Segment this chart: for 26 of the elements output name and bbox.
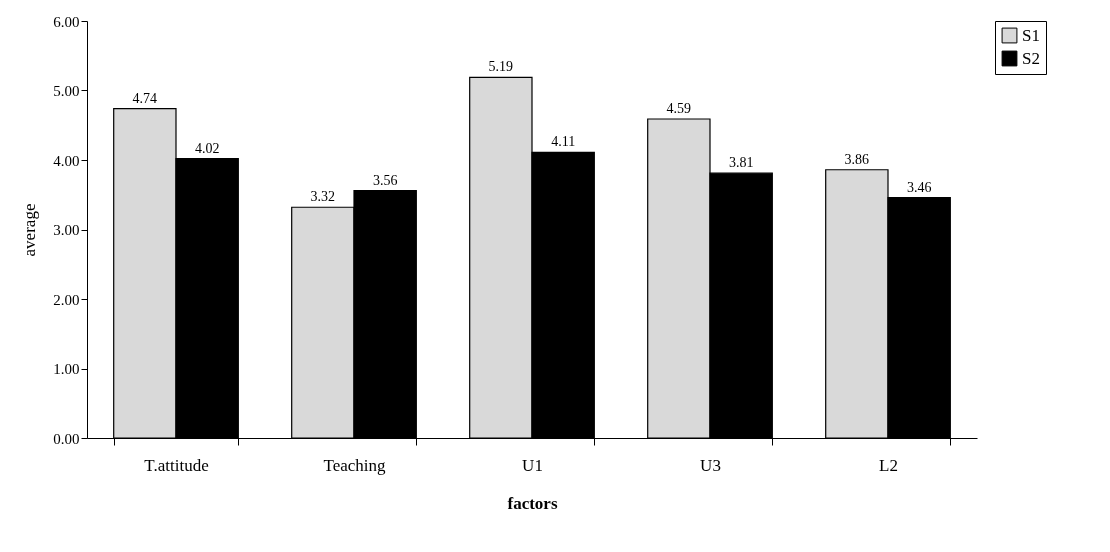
y-tick-label: 3.00 [53, 222, 80, 238]
x-tick-label: Teaching [323, 455, 387, 475]
y-tick-label: 1.00 [53, 361, 80, 377]
legend-label: S2 [1022, 48, 1040, 68]
x-tick-label: U3 [700, 455, 721, 475]
data-label: 4.02 [194, 140, 220, 156]
x-tick-label: U1 [522, 455, 543, 475]
data-label: 5.19 [488, 59, 514, 75]
data-label: 3.32 [310, 189, 336, 205]
data-label: 4.11 [551, 134, 576, 150]
data-label: 4.74 [132, 90, 158, 106]
x-tick-label: L2 [879, 455, 898, 475]
data-label: 3.46 [906, 179, 932, 195]
y-axis-title: average [20, 203, 40, 257]
data-label: 3.86 [844, 151, 870, 167]
y-tick-label: 0.00 [53, 430, 80, 447]
y-tick-label: 5.00 [53, 83, 80, 99]
x-tick-label: T.attitude [144, 455, 209, 475]
data-label: 3.81 [728, 155, 754, 171]
data-label: 3.56 [372, 172, 398, 188]
data-label: 4.59 [666, 101, 692, 116]
y-tick-label: 6.00 [53, 13, 80, 30]
y-tick-label: 2.00 [53, 291, 80, 308]
legend-label: S1 [1022, 25, 1040, 45]
y-tick-label: 4.00 [53, 152, 80, 169]
x-axis-title: factors [507, 493, 558, 513]
